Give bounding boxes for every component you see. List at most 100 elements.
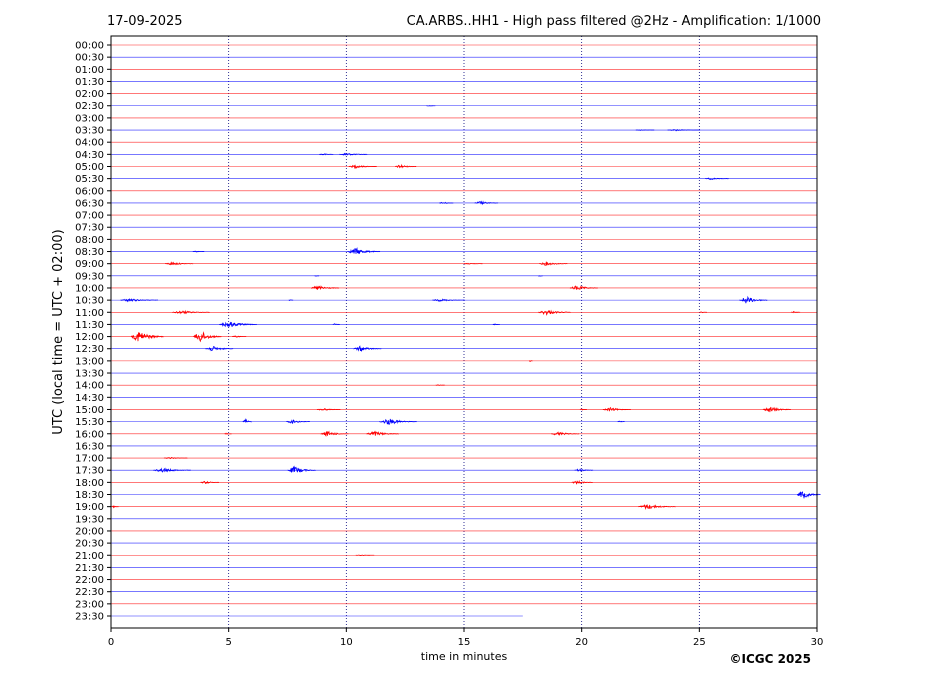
y-tick-label: 11:00 — [75, 308, 104, 319]
seismic-event — [192, 250, 205, 253]
seismic-event — [286, 419, 310, 424]
seismic-event — [130, 332, 164, 342]
y-tick-label: 06:00 — [75, 186, 104, 197]
seismic-event — [569, 285, 598, 291]
seismic-event — [153, 467, 191, 473]
x-tick-labels: 0 5 10 15 20 25 30 — [108, 628, 824, 648]
seismic-event — [219, 321, 257, 328]
seismic-event — [319, 153, 334, 156]
seismic-event — [316, 408, 341, 411]
seismic-event — [474, 200, 499, 206]
seismic-event — [550, 431, 580, 437]
x-tick-label: 10 — [340, 637, 353, 648]
seismic-event — [574, 468, 594, 472]
seismic-event — [347, 247, 381, 254]
y-axis-label: UTC (local time = UTC + 02:00) — [51, 229, 66, 434]
seismic-event — [538, 309, 571, 316]
seismic-event — [111, 505, 119, 509]
seismic-event — [165, 261, 194, 266]
y-tick-label: 07:00 — [75, 211, 104, 222]
y-tick-label: 05:30 — [75, 174, 104, 185]
seismic-event — [224, 432, 232, 435]
date-label: 17-09-2025 — [107, 14, 183, 29]
seismic-event — [791, 311, 801, 314]
y-tick-label: 23:00 — [75, 599, 104, 610]
seismic-event — [439, 201, 454, 204]
y-tick-label: 14:00 — [75, 381, 104, 392]
y-tick-label: 18:00 — [75, 478, 104, 489]
y-tick-label: 15:30 — [75, 417, 104, 428]
x-tick-label: 0 — [108, 637, 114, 648]
seismic-event — [379, 418, 417, 425]
y-tick-label: 03:30 — [75, 126, 104, 137]
x-tick-label: 5 — [225, 637, 231, 648]
y-tick-label: 22:00 — [75, 575, 104, 586]
seismic-event — [617, 420, 625, 423]
seismic-event — [193, 331, 222, 343]
x-axis-label: time in minutes — [421, 650, 508, 663]
seismic-event — [200, 480, 220, 484]
seismic-event — [366, 430, 399, 436]
y-tick-label: 01:00 — [75, 65, 104, 76]
x-tick-label: 20 — [575, 637, 588, 648]
y-tick-label: 03:00 — [75, 113, 104, 124]
x-tick-label: 15 — [458, 637, 471, 648]
seismic-event — [635, 129, 655, 131]
seismic-event — [579, 408, 587, 411]
y-tick-label: 20:30 — [75, 539, 104, 550]
seismic-event — [571, 479, 593, 485]
seismic-event — [332, 323, 340, 325]
seismic-event — [435, 384, 445, 386]
y-tick-label: 07:30 — [75, 223, 104, 234]
y-tick-label: 08:30 — [75, 247, 104, 258]
seismic-event — [242, 418, 252, 424]
y-tick-label: 15:00 — [75, 405, 104, 416]
y-tick-label: 01:30 — [75, 77, 104, 88]
x-tick-label: 25 — [693, 637, 706, 648]
seismic-event — [492, 323, 500, 326]
seismic-event — [638, 504, 676, 511]
y-tick-label: 20:00 — [75, 526, 104, 537]
seismic-event — [320, 430, 349, 437]
seismic-event — [463, 262, 483, 265]
seismic-event — [762, 406, 791, 413]
seismic-traces — [111, 44, 821, 617]
seismic-event — [310, 285, 340, 291]
y-tick-label: 04:30 — [75, 150, 104, 161]
vertical-grid — [228, 36, 700, 628]
seismic-event — [739, 295, 768, 304]
y-tick-label: 23:30 — [75, 612, 104, 623]
y-tick-label: 06:30 — [75, 198, 104, 209]
y-tick-label: 12:00 — [75, 332, 104, 343]
plot-frame — [110, 35, 818, 629]
seismic-event — [348, 164, 377, 170]
y-tick-label: 14:30 — [75, 393, 104, 404]
seismic-event — [288, 299, 294, 301]
y-tick-label: 22:30 — [75, 587, 104, 598]
y-tick-label: 21:00 — [75, 551, 104, 562]
y-tick-label: 21:30 — [75, 563, 104, 574]
y-tick-label: 10:00 — [75, 283, 104, 294]
y-tick-label: 09:00 — [75, 259, 104, 270]
y-tick-label: 13:30 — [75, 369, 104, 380]
y-tick-label: 02:00 — [75, 89, 104, 100]
seismic-event — [339, 152, 368, 156]
seismic-event — [602, 406, 631, 412]
seismic-event — [353, 345, 382, 352]
y-tick-label: 04:00 — [75, 138, 104, 149]
copyright-label: ©ICGC 2025 — [729, 652, 811, 666]
y-tick-label: 05:00 — [75, 162, 104, 173]
seismic-event — [163, 456, 188, 460]
seismic-event — [205, 346, 234, 352]
seismic-event — [667, 129, 701, 132]
y-tick-label: 17:30 — [75, 466, 104, 477]
seismic-event — [699, 311, 707, 314]
x-tick-label: 30 — [811, 637, 824, 648]
y-tick-label: 16:30 — [75, 441, 104, 452]
y-tick-label: 19:00 — [75, 502, 104, 513]
y-tick-label: 17:00 — [75, 454, 104, 465]
y-tick-label: 08:00 — [75, 235, 104, 246]
y-tick-label: 00:00 — [75, 41, 104, 52]
